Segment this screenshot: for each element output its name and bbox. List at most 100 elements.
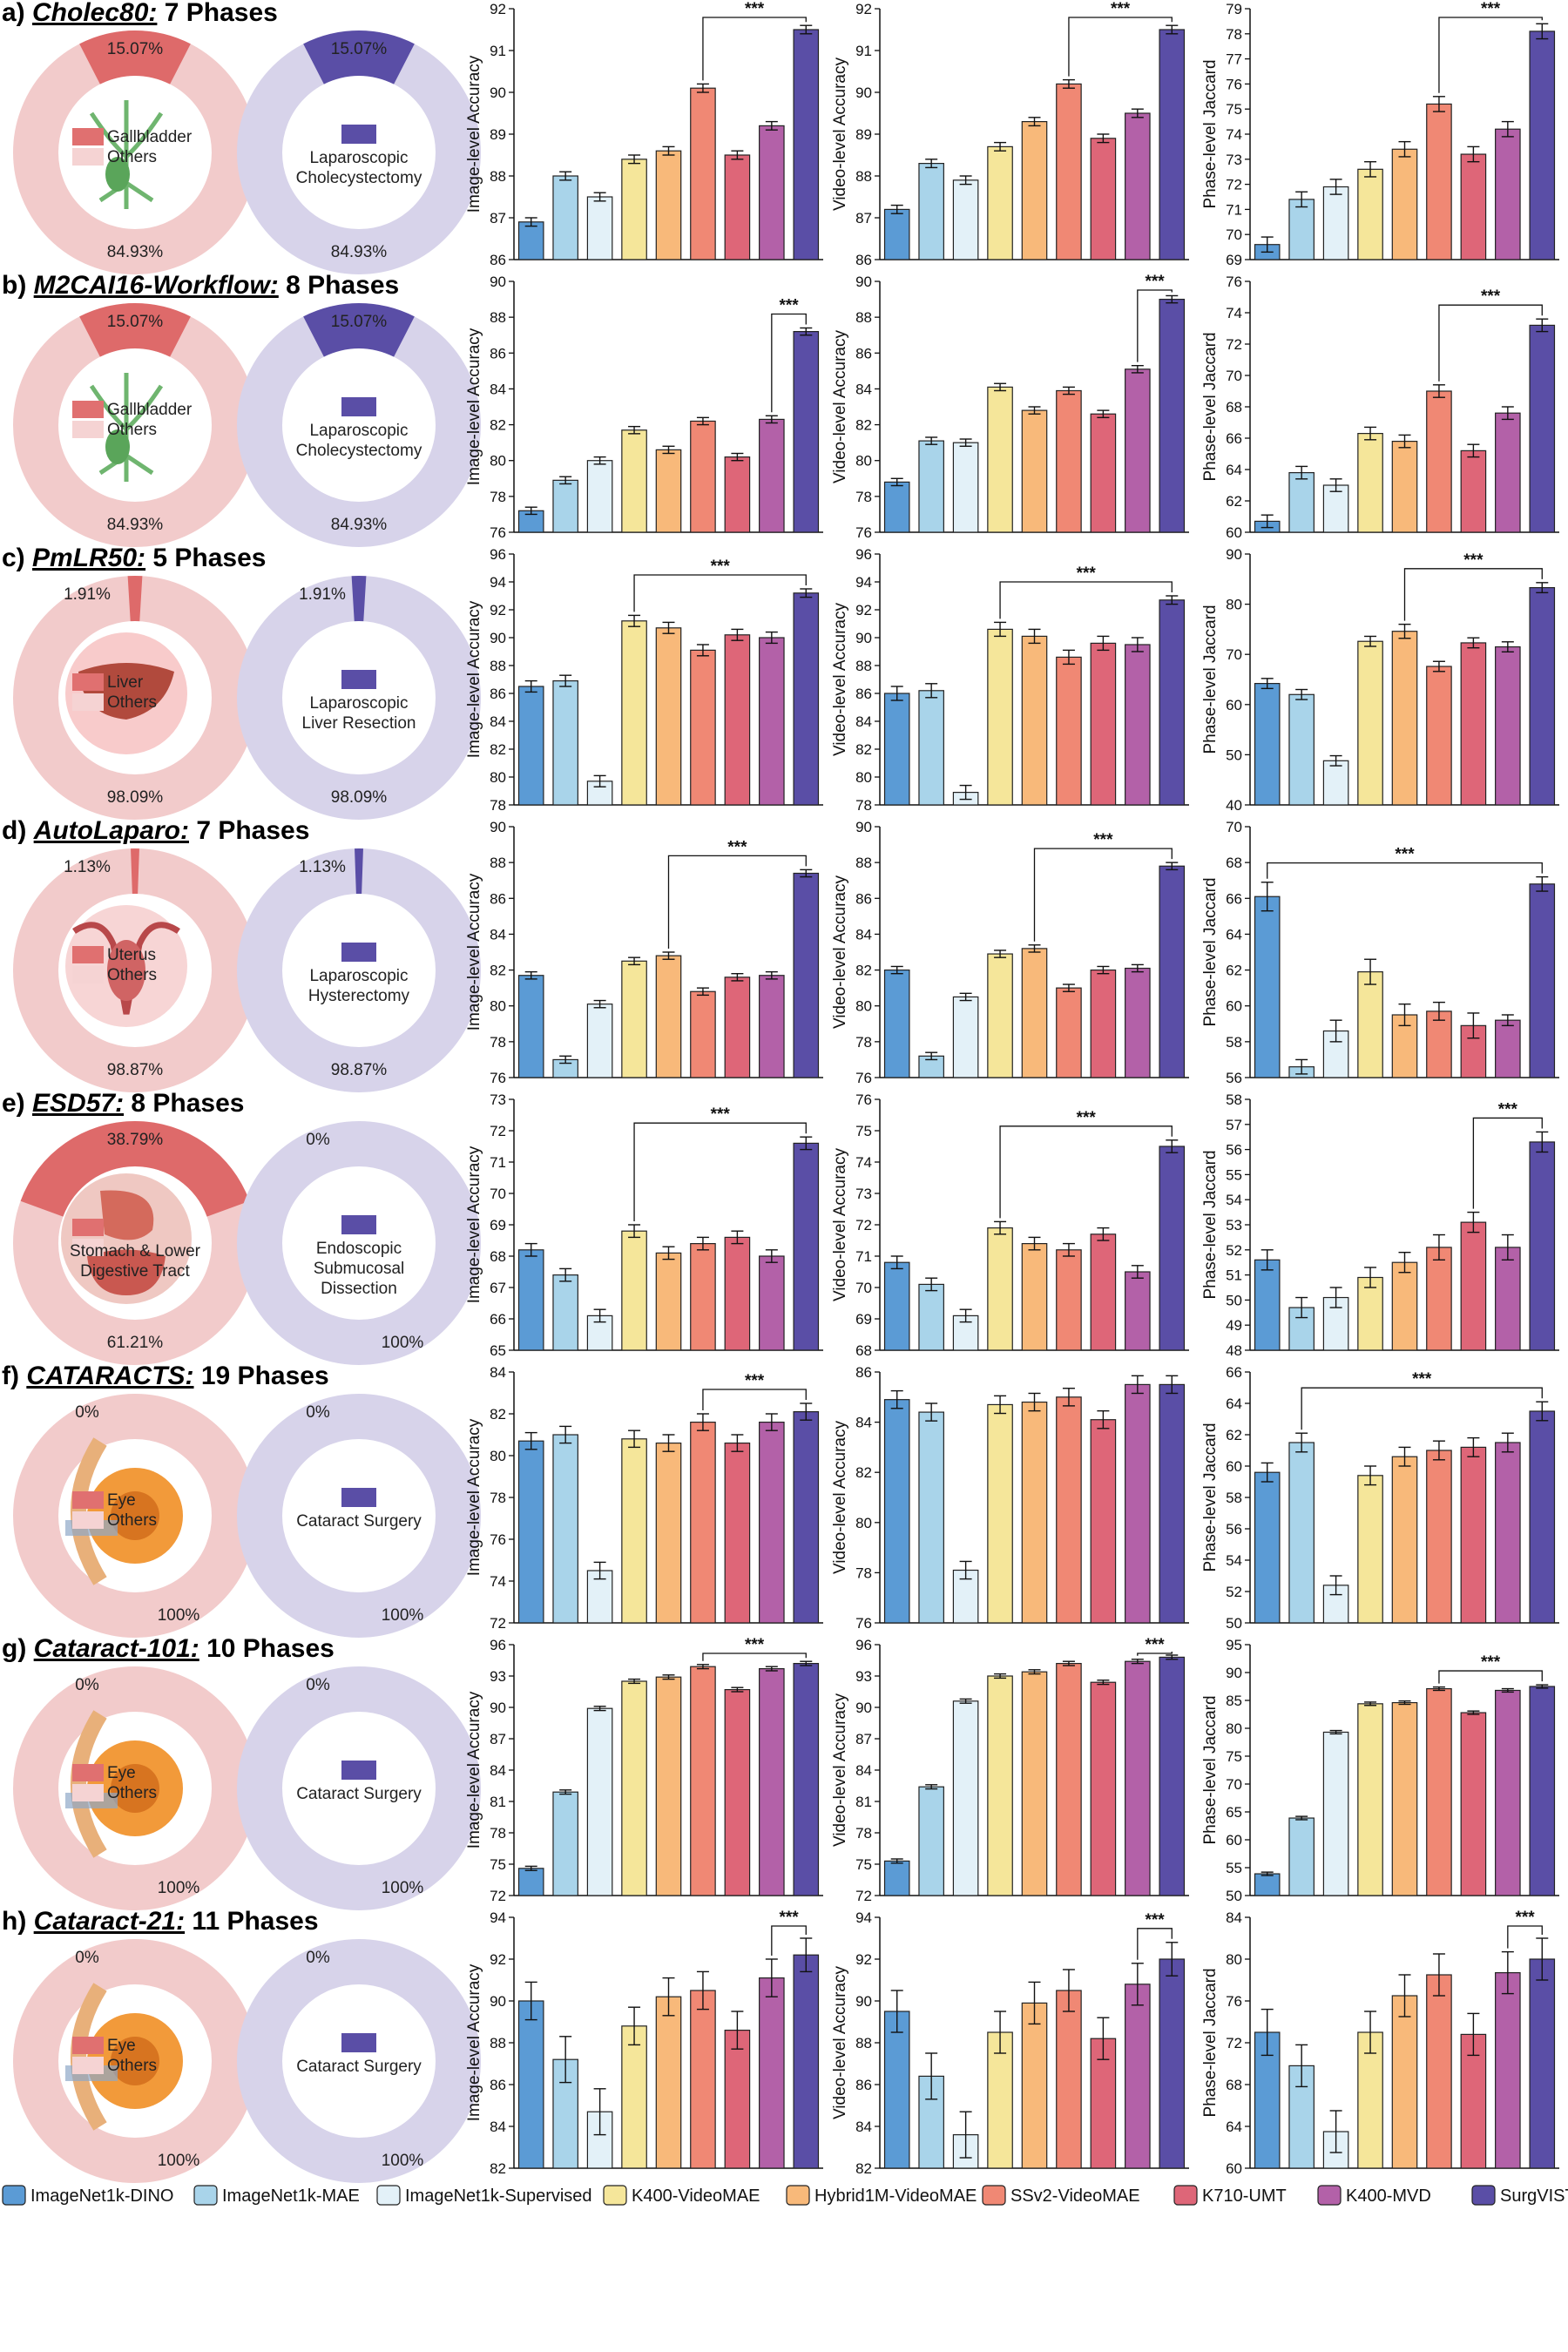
procedure-others-percent: 100% — [382, 1879, 424, 1897]
y-tick-label: 90 — [490, 819, 506, 835]
bar — [655, 449, 682, 533]
organ-donut: Gallbladder Others 15.07% 84.93% — [13, 303, 257, 547]
procedure-label: Hysterectomy — [308, 987, 410, 1005]
bar — [952, 442, 979, 533]
organ-donut: Gallbladder Others 15.07% 84.93% — [13, 30, 257, 274]
y-tick-label: 76 — [490, 1531, 506, 1548]
bar — [1322, 760, 1349, 806]
bar — [1529, 1410, 1556, 1624]
procedure-swatch — [341, 943, 376, 962]
dataset-name: ESD57: — [32, 1089, 124, 1118]
y-tick-label: 92 — [855, 1, 872, 17]
bar — [793, 1954, 820, 2169]
significance-bracket — [1068, 17, 1173, 77]
y-axis-label: Image-level Accuracy — [465, 1418, 483, 1576]
dataset-name: Cataract-101: — [34, 1634, 199, 1663]
others-label: Others — [107, 966, 157, 984]
significance-label: *** — [1481, 1653, 1501, 1672]
procedure-label: Endoscopic — [316, 1240, 402, 1258]
y-tick-label: 82 — [855, 2160, 872, 2177]
bar — [987, 1403, 1013, 1624]
y-tick-label: 70 — [1226, 819, 1242, 835]
phase-count: 10 Phases — [199, 1634, 335, 1663]
y-tick-label: 82 — [490, 741, 506, 758]
y-axis-label: Video-level Accuracy — [831, 1693, 849, 1847]
organ-donut: Eye Others 0% 100% — [13, 1666, 257, 1910]
bar-chart-1-0: 76 78 80 82 84 86 88 90 Image-level Accuracy *** — [465, 274, 823, 541]
y-tick-label: 84 — [855, 381, 872, 397]
y-tick-label: 80 — [490, 998, 506, 1015]
bar-chart-1-2: 60 62 64 66 68 70 72 74 76 Phase-level Jaccard *** — [1201, 274, 1559, 541]
significance-label: *** — [1145, 1911, 1165, 1930]
y-tick-label: 84 — [490, 713, 506, 730]
bar — [1159, 1383, 1186, 1624]
bar-chart-6-0: 72 75 78 81 84 87 90 93 96 Image-level Accuracy **… — [465, 1636, 823, 1904]
bar — [1391, 1456, 1418, 1624]
y-tick-label: 90 — [1226, 1665, 1242, 1681]
legend-swatch-organ — [72, 401, 104, 418]
bar — [1357, 433, 1383, 533]
bar — [1125, 967, 1151, 1078]
legend-swatch-others — [72, 148, 104, 166]
organ-label: Stomach & Lower — [70, 1242, 201, 1260]
y-tick-label: 78 — [855, 1825, 872, 1842]
y-tick-label: 56 — [1226, 1070, 1242, 1086]
bar — [724, 1688, 751, 1896]
procedure-donut-segment — [351, 576, 367, 622]
y-tick-label: 64 — [1226, 2119, 1242, 2135]
significance-label: *** — [711, 558, 731, 576]
y-tick-label: 86 — [855, 890, 872, 907]
significance-bracket — [1137, 289, 1173, 362]
y-tick-label: 80 — [1226, 597, 1242, 613]
y-tick-label: 72 — [855, 1217, 872, 1233]
significance-bracket — [1301, 1387, 1543, 1430]
y-tick-label: 69 — [1226, 252, 1242, 268]
y-tick-label: 74 — [1226, 126, 1242, 143]
significance-label: *** — [1145, 273, 1165, 291]
y-tick-label: 72 — [1226, 336, 1242, 353]
y-tick-label: 62 — [1226, 493, 1242, 510]
y-tick-label: 76 — [1226, 1993, 1242, 2010]
bar — [1357, 1276, 1383, 1351]
legend-swatch-organ — [72, 946, 104, 963]
bar — [1056, 1662, 1082, 1896]
y-tick-label: 74 — [1226, 305, 1242, 321]
bar-chart-2-0: 78 80 82 84 86 88 90 92 94 96 Image-level Accuracy… — [465, 546, 823, 814]
significance-bracket — [999, 581, 1173, 619]
bar — [1090, 413, 1117, 533]
organ-label: Uterus — [107, 946, 156, 964]
bar — [1357, 1475, 1383, 1624]
row-h: h) Cataract-21: 11 Phases Eye Others 0% 100%… — [2, 1907, 481, 2183]
bar — [1391, 1701, 1418, 1896]
bar-chart-2-2: 40 50 60 70 80 90 Phase-level Jaccard *** — [1201, 546, 1559, 814]
y-tick-label: 84 — [490, 381, 506, 397]
y-tick-label: 94 — [490, 574, 506, 591]
y-tick-label: 90 — [855, 274, 872, 290]
row-letter: h) — [2, 1907, 34, 1936]
bar — [517, 2000, 544, 2169]
y-tick-label: 90 — [490, 1993, 506, 2010]
bar — [517, 1868, 544, 1896]
y-tick-label: 90 — [855, 630, 872, 646]
procedure-percent: 1.13% — [299, 858, 346, 876]
procedure-others-percent: 98.87% — [331, 1061, 388, 1079]
row-letter: d) — [2, 816, 34, 845]
row-title: a) Cholec80: 7 Phases — [2, 0, 278, 27]
organ-donut-segment — [127, 576, 143, 622]
bar — [552, 679, 578, 806]
row-letter: a) — [2, 0, 32, 27]
y-tick-label: 76 — [490, 1070, 506, 1086]
procedure-donut-ring — [237, 1394, 481, 1638]
organ-donut: Eye Others 0% 100% — [13, 1939, 257, 2183]
procedure-others-percent: 100% — [382, 1334, 424, 1352]
procedure-label: Laparoscopic — [309, 967, 408, 985]
bar — [1021, 1401, 1048, 1624]
bar — [1495, 1972, 1521, 2169]
y-tick-label: 80 — [490, 769, 506, 786]
dataset-name: PmLR50: — [32, 544, 145, 572]
legend-swatch-others — [72, 421, 104, 438]
y-tick-label: 88 — [490, 855, 506, 871]
bar — [517, 1249, 544, 1351]
others-percent: 61.21% — [107, 1334, 164, 1352]
bar — [621, 1230, 647, 1351]
